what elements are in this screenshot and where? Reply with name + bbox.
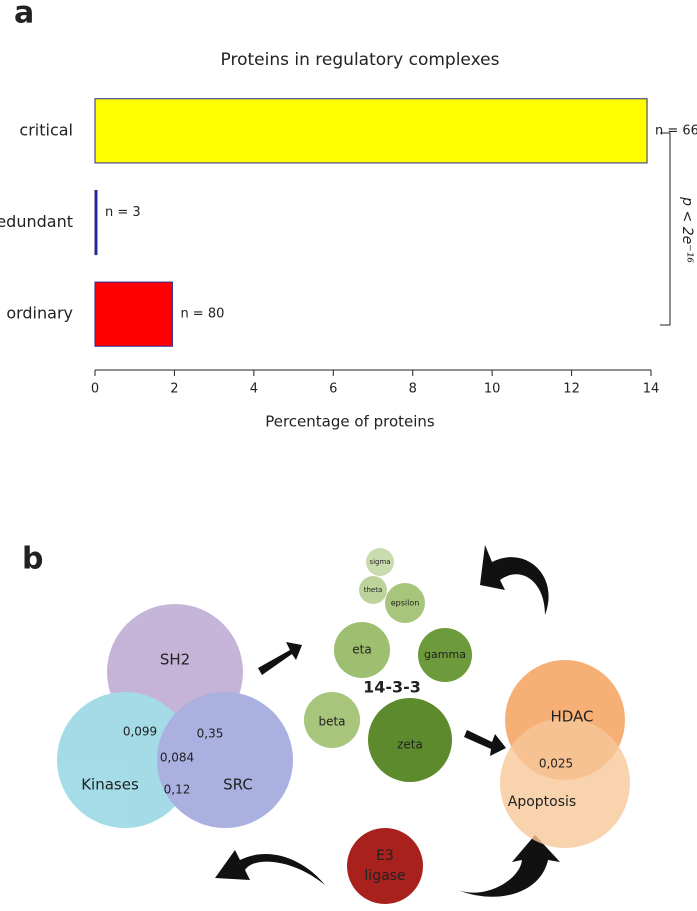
gears [304,548,472,782]
set-label: SH2 [160,651,190,669]
y-tick-label: critical [19,120,73,139]
circle [347,828,423,904]
gear-label: beta [318,715,345,729]
circle [57,692,193,828]
panel-label: a [14,0,34,31]
overlap-label: 0,099 [123,725,157,739]
set-label: Apoptosis [508,794,576,810]
x-tick-label: 4 [250,382,258,397]
panel-label: b [22,542,43,577]
set-label: HDAC [550,708,593,726]
overlap-label: 0,084 [160,751,194,765]
arrow [258,642,302,675]
gear-label: sigma [369,558,390,566]
overlap-label: 0,12 [164,783,191,797]
gear-label: zeta [397,738,423,752]
bracket-label: p < 2e⁻¹⁶ [679,196,695,263]
x-tick-label: 6 [329,382,337,397]
gear-label: gamma [424,648,466,661]
annotation: n = 662 [655,123,697,138]
curved-arrow [480,545,549,615]
bracket [660,132,671,326]
x-tick-label: 0 [91,382,99,397]
overlap-label: 0,025 [539,757,573,771]
node-label: E3 [376,848,394,864]
gear-label: theta [364,586,383,594]
y-tick-label: redundant [0,212,73,231]
annotation: n = 3 [105,205,141,220]
chart-title: Proteins in regulatory complexes [221,50,500,70]
set-label: Kinases [81,776,139,794]
annotation: n = 80 [180,307,224,322]
x-tick-label: 10 [484,382,501,397]
x-tick-label: 2 [170,382,178,397]
x-tick-label: 8 [409,382,417,397]
venn-left [57,604,293,828]
bar [94,281,173,347]
node-label: ligase [364,868,405,884]
x-tick-label: 14 [643,382,660,397]
x-axis-label: Percentage of proteins [265,413,435,431]
gear-label: epsilon [391,599,420,608]
center-title: 14-3-3 [363,678,421,697]
curved-arrow [215,850,325,885]
bar [94,98,648,164]
gear-label: eta [352,643,371,657]
overlap-label: 0,35 [197,727,224,741]
bar [94,189,98,256]
set-label: SRC [223,776,253,794]
x-tick-label: 12 [563,382,580,397]
circle [157,692,293,828]
curved-arrow [458,835,560,897]
y-tick-label: ordinary [6,304,73,323]
circle [500,718,630,848]
arrow [464,730,506,756]
